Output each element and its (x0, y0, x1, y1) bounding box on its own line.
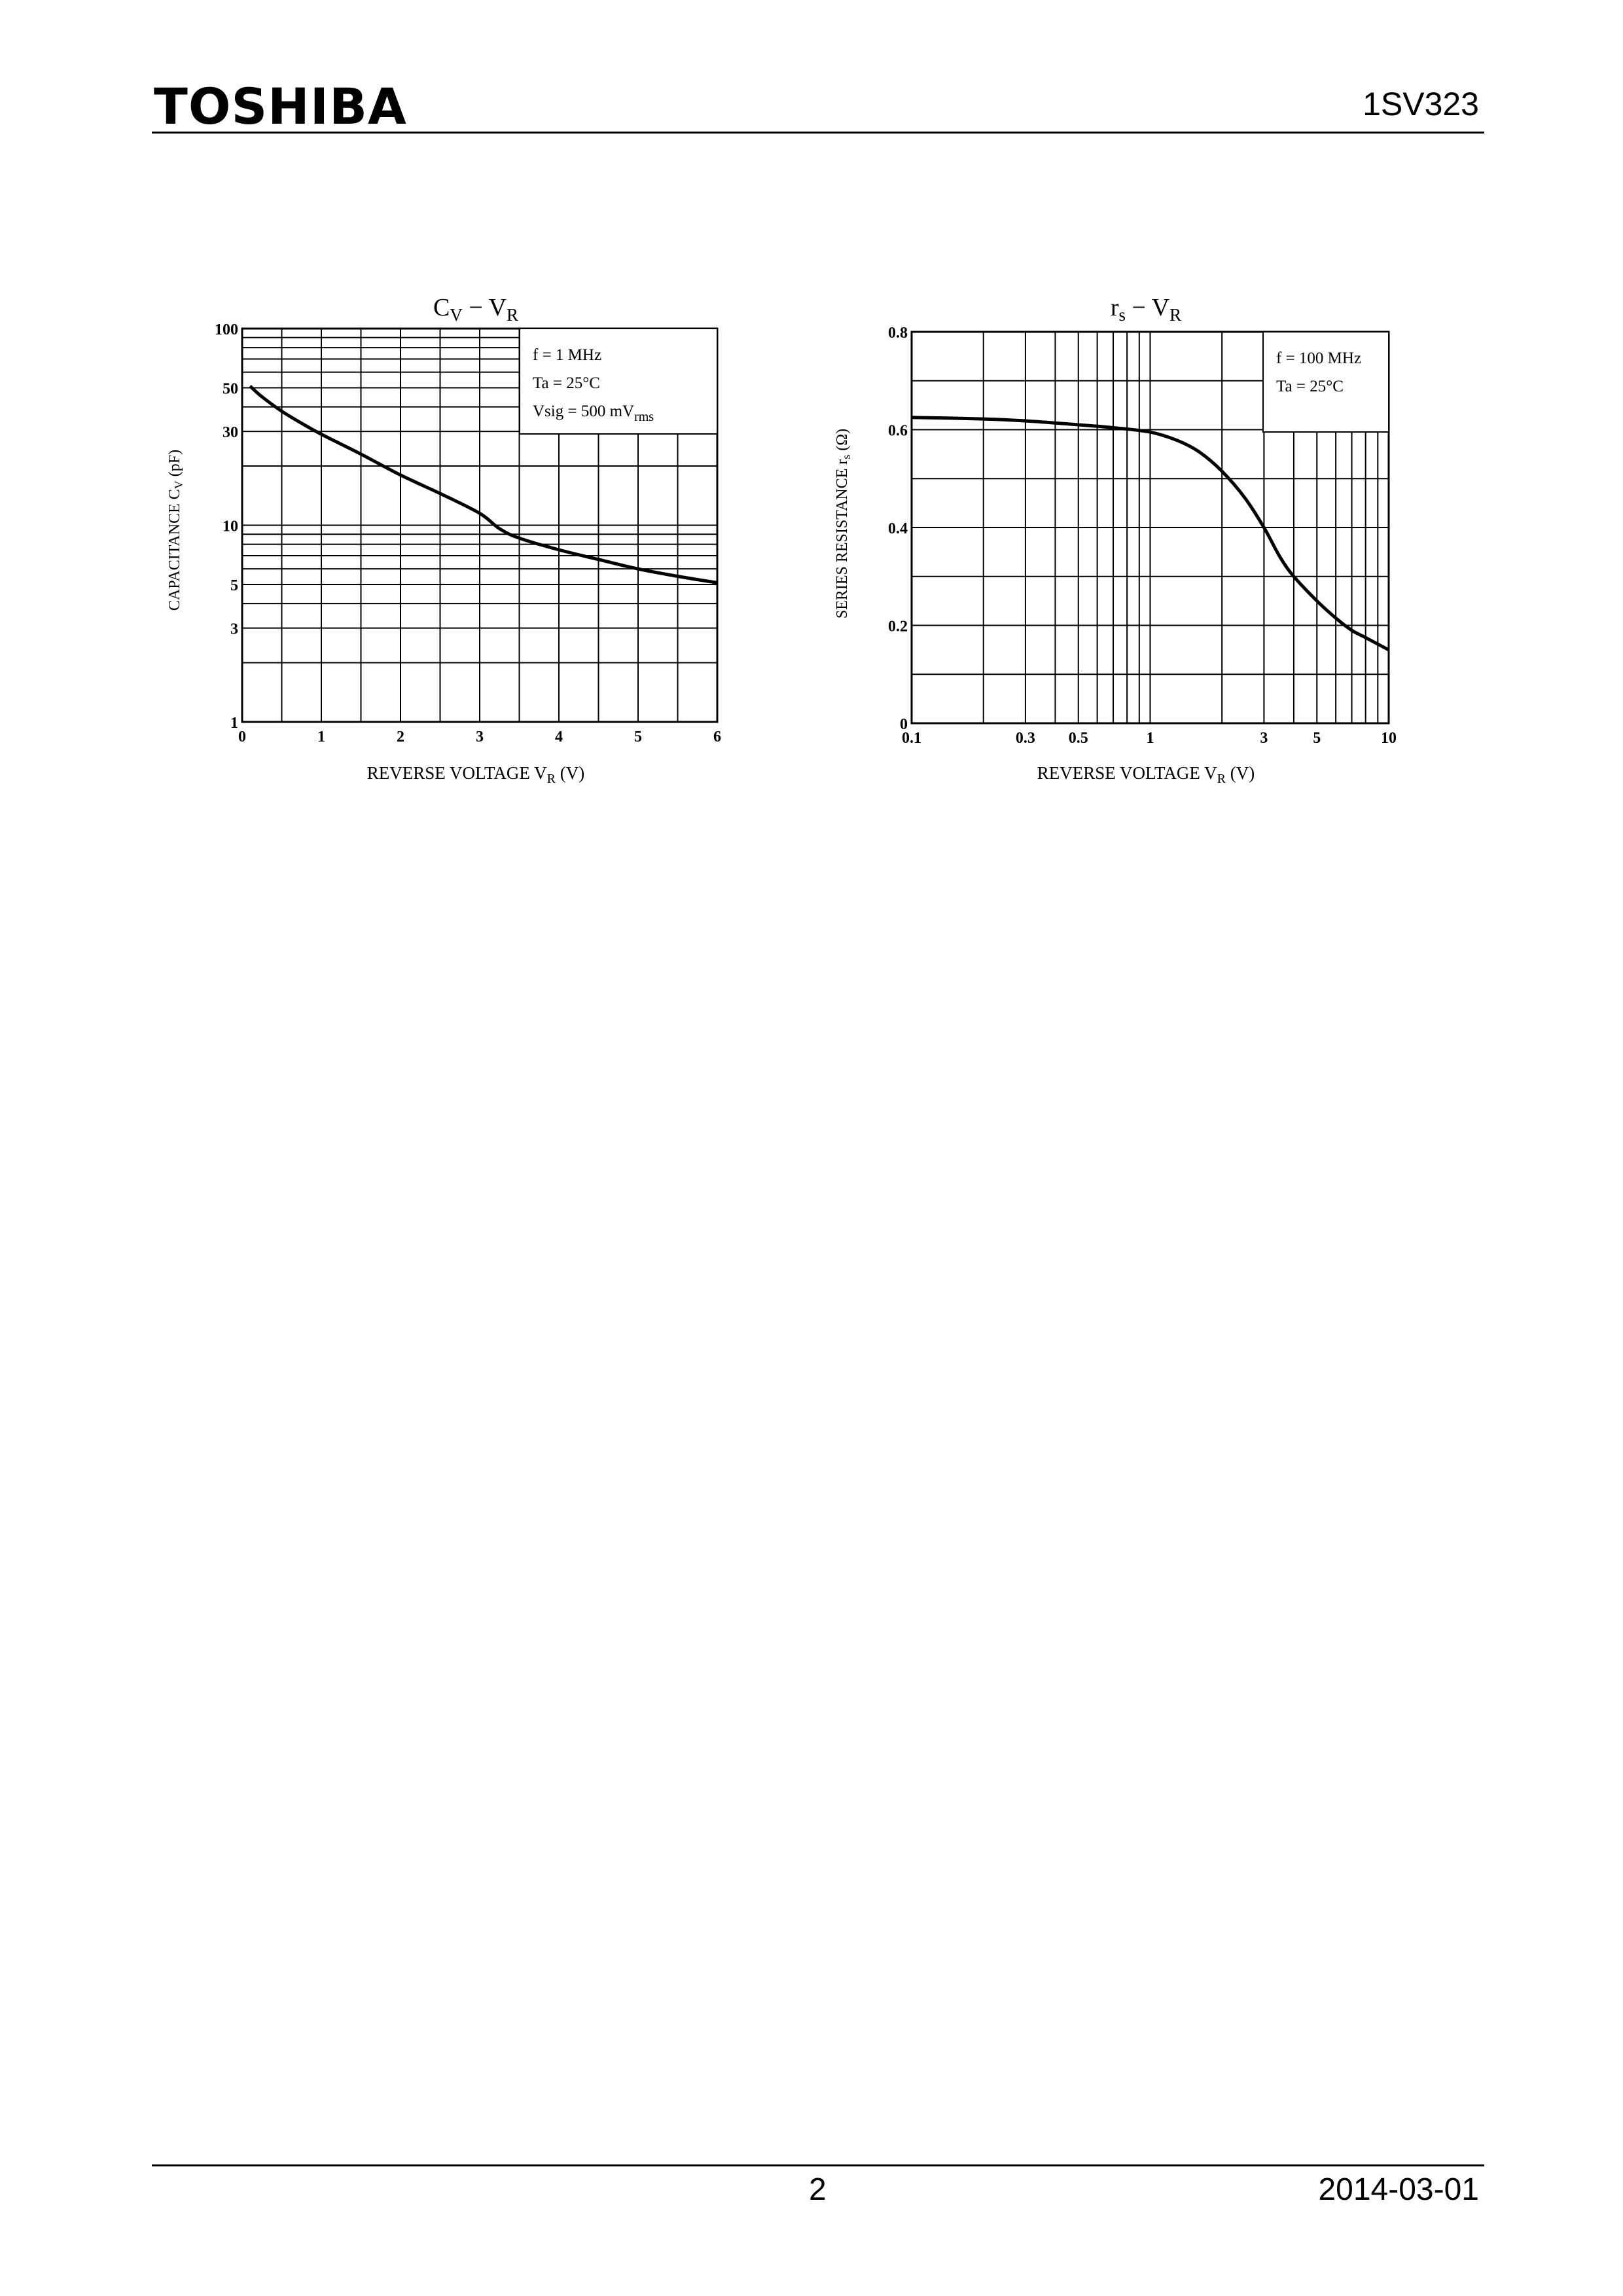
x-tick-label: 6 (713, 728, 721, 745)
chart2-series (911, 416, 1390, 652)
charts-canvas: CV − VR f = 1 MHz Ta = 25°C Vsig = 500 mVr… (166, 294, 1397, 786)
y-tick-label: 0.8 (888, 325, 908, 342)
chart2-legend: f = 100 MHz Ta = 25°C (1262, 331, 1389, 433)
y-tick-label: 0.6 (888, 423, 908, 440)
x-tick-label: 3 (476, 728, 484, 745)
chart1-title: CV − VR (433, 294, 518, 325)
plot-frame (241, 327, 719, 723)
x-tick-label: 10 (1381, 730, 1397, 747)
x-tick-label: 1 (317, 728, 325, 745)
chart1-legend: f = 1 MHz Ta = 25°C Vsig = 500 mVrms (519, 328, 718, 435)
condition-text: Vsig = 500 mVrms (533, 403, 654, 424)
plot-frame (910, 331, 1390, 725)
part-number: 1SV323 (1363, 86, 1479, 122)
y-tick-label: 0.2 (888, 619, 908, 636)
y-tick-label: 1 (230, 715, 238, 732)
y-tick-label: 30 (223, 424, 238, 441)
chart-cv-vr: CV − VR f = 1 MHz Ta = 25°C Vsig = 500 mVr… (166, 294, 721, 786)
x-tick-label: 5 (1313, 730, 1321, 747)
conditions-box (1262, 331, 1389, 433)
x-tick-label: 0 (238, 728, 246, 745)
x-tick-label: 4 (555, 728, 563, 745)
chart1-y-ticks: 1 3 5 10 30 50 100 (215, 321, 238, 732)
condition-text: Ta = 25°C (533, 374, 600, 392)
chart1-y-axis-label: CAPACITANCE CV (pF) (166, 450, 185, 611)
conditions-box (519, 328, 718, 435)
series-line (249, 385, 718, 584)
chart2-grid (910, 331, 1390, 725)
brand-logo: TOSHIBA (154, 77, 407, 135)
x-tick-label: 3 (1260, 730, 1268, 747)
y-tick-label: 10 (223, 518, 238, 535)
chart2-x-axis-label: REVERSE VOLTAGE VR (V) (1037, 763, 1255, 786)
y-tick-label: 50 (223, 380, 238, 397)
y-tick-label: 0 (900, 716, 908, 733)
y-tick-label: 0.4 (888, 520, 908, 537)
chart1-x-ticks: 0 1 2 3 4 5 6 (238, 728, 721, 745)
header-rule (152, 132, 1484, 134)
chart1-x-axis-label: REVERSE VOLTAGE VR (V) (367, 763, 584, 786)
chart2-y-ticks: 0 0.2 0.4 0.6 0.8 (888, 325, 908, 733)
x-tick-label: 5 (634, 728, 642, 745)
x-tick-label: 0.5 (1069, 730, 1088, 747)
x-tick-label: 1 (1147, 730, 1154, 747)
condition-text: Ta = 25°C (1276, 378, 1344, 395)
page-number: 2 (809, 2172, 827, 2207)
chart-rs-vr: rs − VR f = 100 MHz Ta = 25°C 0.1 0.3 0.5 1 3… (834, 294, 1397, 786)
condition-text: f = 1 MHz (533, 346, 601, 364)
condition-text: f = 100 MHz (1276, 350, 1361, 367)
x-tick-label: 0.3 (1016, 730, 1035, 747)
chart1-series (249, 385, 718, 584)
y-tick-label: 3 (230, 621, 238, 638)
x-tick-label: 0.1 (902, 730, 921, 747)
chart2-x-ticks: 0.1 0.3 0.5 1 3 5 10 (902, 730, 1397, 747)
series-line (911, 416, 1390, 652)
x-tick-label: 2 (397, 728, 404, 745)
y-tick-label: 5 (230, 577, 238, 594)
footer-rule (152, 2164, 1484, 2166)
document-date: 2014-03-01 (1318, 2172, 1479, 2207)
chart2-y-axis-label: SERIES RESISTANCE rs (Ω) (834, 429, 853, 619)
y-tick-label: 100 (215, 321, 238, 338)
chart2-title: rs − VR (1111, 294, 1181, 325)
